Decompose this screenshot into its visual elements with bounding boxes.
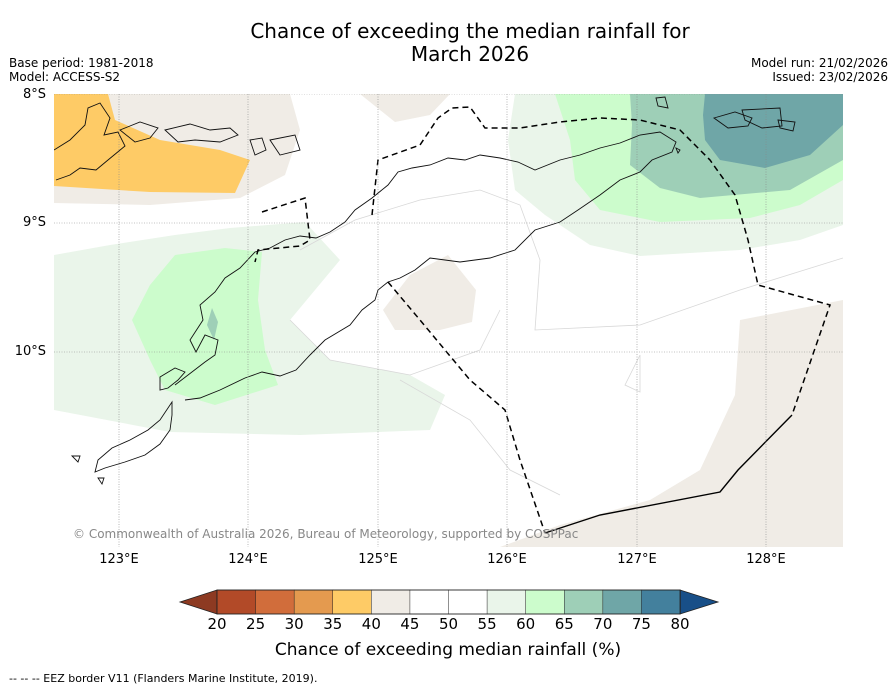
lon-label-126e: 126°E <box>487 552 527 567</box>
region-70-75-northeast <box>703 94 843 168</box>
colorbar-tick-label: 40 <box>361 615 381 633</box>
colorbar-over-triangle <box>679 589 720 615</box>
colorbar-under-triangle <box>178 589 218 615</box>
lon-label-127e: 127°E <box>617 552 657 567</box>
title-line-1: Chance of exceeding the median rainfall … <box>250 19 690 43</box>
region-60-65-timor <box>132 248 278 405</box>
region-40-45-center <box>383 255 476 330</box>
region-65-70-timor-spot <box>207 308 218 340</box>
colorbar-tick-label: 50 <box>438 615 459 633</box>
colorbar-tick-label: 60 <box>516 615 536 633</box>
colorbar-tick-label: 30 <box>284 615 304 633</box>
colorbar-tick-label: 65 <box>554 615 574 633</box>
colorbar-segment <box>602 589 643 615</box>
colorbar-frame <box>216 589 681 615</box>
lon-label-125e: 125°E <box>358 552 398 567</box>
colorbar-tick-label: 70 <box>593 615 613 633</box>
colorbar-tick-label: 55 <box>477 615 497 633</box>
region-35-40-northwest <box>54 94 250 193</box>
eez-border-solid <box>544 414 793 534</box>
colorbar-tick-label: 80 <box>670 615 690 633</box>
colorbar-segment <box>564 589 604 615</box>
title-line-2: March 2026 <box>410 42 530 66</box>
colorbar-segment <box>641 589 681 615</box>
colorbar-segment <box>486 589 527 615</box>
copyright-notice: © Commonwealth of Australia 2026, Bureau… <box>73 527 579 541</box>
colorbar-segment <box>255 589 295 615</box>
model-name: Model: ACCESS-S2 <box>9 70 121 84</box>
lon-label-128e: 128°E <box>746 552 786 567</box>
colorbar-segment <box>409 589 450 615</box>
contour-lines <box>289 189 843 496</box>
meta-right: Model run: 21/02/2026 Issued: 23/02/2026 <box>751 56 888 84</box>
eez-footnote: -- -- -- EEZ border V11 (Flanders Marine… <box>9 672 318 685</box>
colorbar-tick-label: 25 <box>246 615 266 633</box>
meta-left: Base period: 1981-2018 Model: ACCESS-S2 <box>9 56 154 84</box>
colorbar-segment <box>293 589 334 615</box>
colorbar-tick-label: 45 <box>400 615 420 633</box>
lat-label-8s: 8°S <box>22 87 46 102</box>
chart-title: Chance of exceeding the median rainfall … <box>0 20 896 66</box>
base-period: Base period: 1981-2018 <box>9 56 154 70</box>
colorbar-tick-label: 35 <box>323 615 343 633</box>
eez-border <box>254 106 831 534</box>
colorbar-segment <box>216 589 257 615</box>
colorbar-tick-label: 20 <box>207 615 227 633</box>
lat-label-9s: 9°S <box>22 215 46 230</box>
coastlines <box>54 96 796 486</box>
colorbar-segment <box>525 589 566 615</box>
issued-date: Issued: 23/02/2026 <box>772 70 888 84</box>
colorbar <box>178 589 720 615</box>
colorbar-tick-label: 75 <box>631 615 651 633</box>
lat-label-10s: 10°S <box>14 344 46 359</box>
colorbar-segment <box>371 589 411 615</box>
colorbar-label: Chance of exceeding median rainfall (%) <box>274 640 622 660</box>
lon-label-123e: 123°E <box>99 552 139 567</box>
colorbar-segment <box>332 589 373 615</box>
lon-label-124e: 124°E <box>228 552 268 567</box>
model-run: Model run: 21/02/2026 <box>750 56 888 70</box>
gridlines <box>54 94 843 547</box>
region-40-45-southeast <box>500 300 843 547</box>
region-40-45-north <box>360 94 450 122</box>
colorbar-segment <box>448 589 488 615</box>
colorbar-segments <box>216 589 681 615</box>
